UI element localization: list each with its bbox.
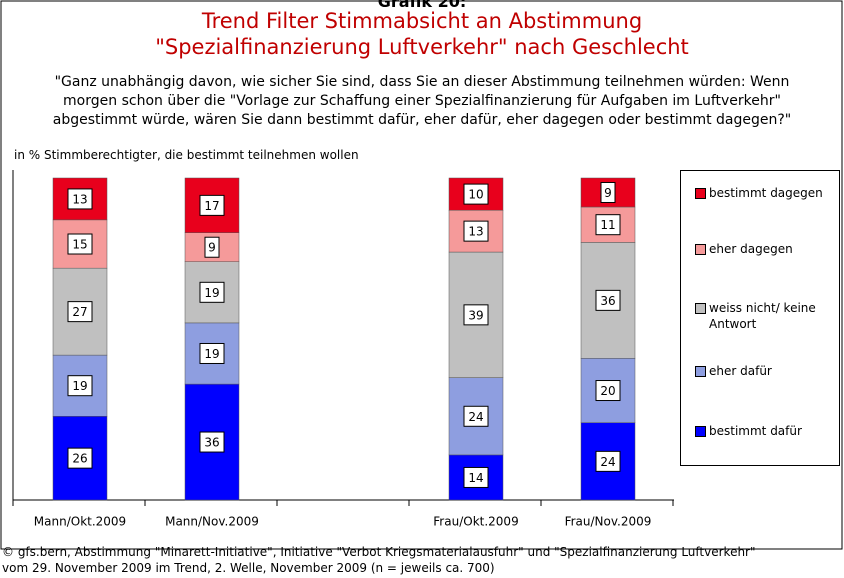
label-box [595,214,621,236]
label-box [595,380,621,402]
legend-swatch [695,188,706,199]
label-box [67,188,93,210]
value-label: 27 [72,305,87,319]
label-box [199,342,225,364]
legend-item: bestimmt dafür [695,423,835,439]
label-box [595,289,621,311]
legend-swatch [695,366,706,377]
value-label: 36 [204,436,219,450]
value-label: 17 [204,199,219,213]
value-label: 10 [468,188,483,202]
legend-item: bestimmt dagegen [695,185,835,201]
legend-swatch [695,244,706,255]
label-box [463,405,489,427]
value-label: 13 [468,225,483,239]
value-label: 13 [72,192,87,206]
legend-label: eher dafür [709,364,772,378]
value-label: 9 [208,241,216,255]
label-box [463,304,489,326]
label-box [199,431,225,453]
label-box [199,194,225,216]
label-box [600,181,616,203]
label-box [199,281,225,303]
x-tick-label: Mann/Nov.2009 [165,515,259,529]
label-box [595,450,621,472]
value-label: 9 [604,186,612,200]
legend-label: weiss nicht/ keine Antwort [709,301,816,331]
value-label: 20 [600,384,615,398]
label-box [463,220,489,242]
legend-label: bestimmt dafür [709,424,802,438]
label-box [204,236,220,258]
header: Grafik 20: [377,0,467,11]
label-box [463,466,489,488]
x-tick-label: Frau/Nov.2009 [565,515,652,529]
value-label: 36 [600,294,615,308]
frame [0,0,843,550]
value-label: 15 [72,238,87,252]
label-box [463,183,489,205]
subtitle: "Ganz unabhängig davon, wie sicher Sie s… [52,74,792,128]
legend-label: eher dagegen [709,242,793,256]
label-box [67,375,93,397]
legend-item: eher dagegen [695,241,835,257]
legend-item: weiss nicht/ keine Antwort [695,300,835,332]
value-label: 24 [468,410,483,424]
value-label: 19 [72,379,87,393]
value-label: 26 [72,452,87,466]
legend-label: bestimmt dagegen [709,186,823,200]
value-label: 14 [468,471,483,485]
label-box [67,447,93,469]
value-label: 19 [204,347,219,361]
legend-swatch [695,303,706,314]
label-box [67,233,93,255]
value-label: 24 [600,455,615,469]
label-box [67,301,93,323]
value-label: 11 [600,218,615,232]
source: © gfs.bern, Abstimmung "Minarett-Initiat… [2,545,756,575]
chart-title: Trend Filter Stimmabsicht an Abstimmung … [155,9,689,59]
x-tick-label: Frau/Okt.2009 [433,515,518,529]
y-axis-label: in % Stimmberechtigter, die bestimmt tei… [14,148,359,162]
legend: bestimmt dagegen eher dagegen weiss nicht/… [680,170,840,466]
value-label: 19 [204,286,219,300]
value-label: 39 [468,308,483,322]
legend-swatch [695,426,706,437]
legend-item: eher dafür [695,363,835,379]
x-tick-label: Mann/Okt.2009 [34,515,126,529]
